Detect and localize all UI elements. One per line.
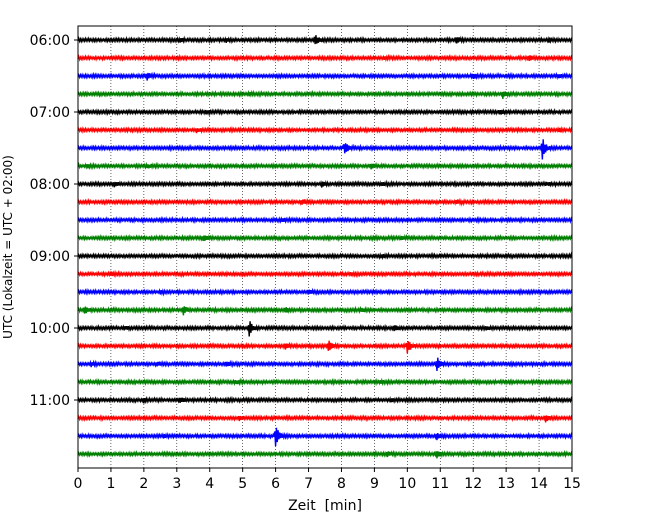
trace-06:30 [77,71,573,81]
trace-10:00 [77,321,573,337]
x-tick-label: 7 [304,476,313,492]
x-tick-label: 8 [337,476,346,492]
y-tick-label: 08:00 [30,177,70,193]
x-tick-label: 15 [563,476,581,492]
trace-10:45 [77,377,573,387]
y-tick-label: 09:00 [30,249,70,265]
x-tick-label: 10 [398,476,416,492]
trace-11:15 [77,413,573,423]
trace-09:30 [77,287,573,297]
y-axis-label: UTC (Lokalzeit = UTC + 02:00) [1,155,15,339]
trace-10:15 [77,340,573,354]
trace-07:00 [77,107,573,117]
trace-08:00 [77,179,573,189]
x-tick-label: 12 [464,476,482,492]
x-tick-label: 9 [370,476,379,492]
trace-06:45 [77,89,573,99]
trace-09:00 [77,251,573,261]
traces-layer [77,35,573,459]
x-tick-label: 11 [431,476,449,492]
trace-07:15 [77,125,573,135]
x-tick-label: 3 [172,476,181,492]
x-tick-label: 13 [497,476,515,492]
trace-09:45 [77,305,573,316]
trace-08:30 [77,215,573,225]
y-tick-label: 11:00 [30,393,70,409]
trace-11:45 [77,449,573,459]
trace-08:15 [77,197,573,207]
x-tick-label: 4 [205,476,214,492]
x-axis: 0 1 2 3 4 5 6 7 8 9 10 11 12 13 14 15 [74,468,581,492]
plot-frame [77,25,573,469]
y-axis: 06:00 07:00 08:00 09:00 10:00 11:00 [30,33,78,409]
trace-08:45 [77,233,573,243]
y-tick-label: 06:00 [30,33,70,49]
x-tick-label: 5 [238,476,247,492]
x-tick-label: 6 [271,476,280,492]
trace-06:00 [77,35,573,45]
trace-06:15 [77,53,573,63]
trace-07:30 [77,139,573,160]
x-axis-label: Zeit [min] [288,498,362,514]
trace-11:00 [77,395,573,405]
trace-10:30 [77,357,573,372]
x-tick-label: 2 [139,476,148,492]
x-tick-label: 1 [106,476,115,492]
x-tick-label: 0 [74,476,83,492]
y-tick-label: 10:00 [30,321,70,337]
trace-07:45 [77,161,573,171]
trace-11:30 [77,427,573,447]
y-tick-label: 07:00 [30,105,70,121]
x-tick-label: 14 [530,476,548,492]
trace-09:15 [77,269,573,279]
